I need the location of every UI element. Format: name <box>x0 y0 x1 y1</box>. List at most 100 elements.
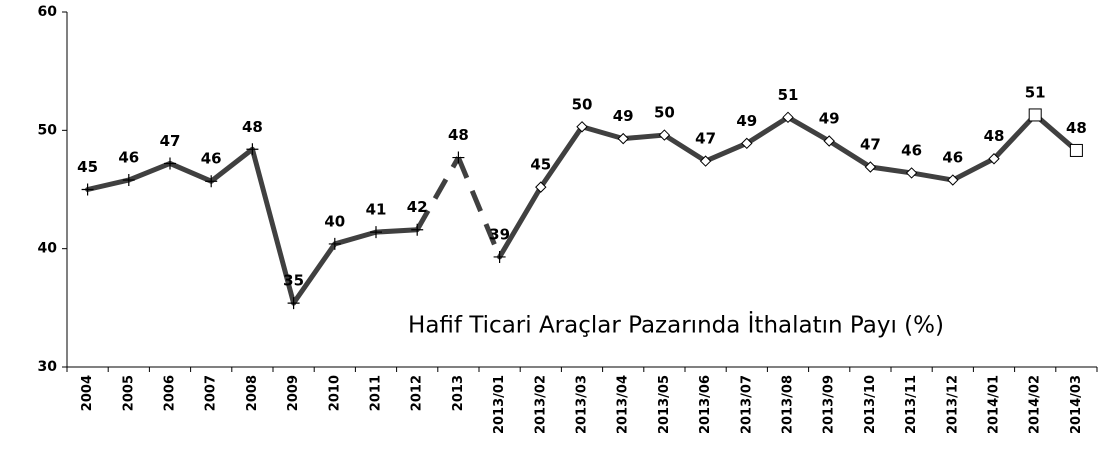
marker <box>905 167 918 179</box>
marker <box>205 175 218 188</box>
value-label: 46 <box>118 149 139 167</box>
value-label: 39 <box>489 225 510 243</box>
value-label: 49 <box>819 109 840 127</box>
marker <box>988 153 1000 165</box>
x-tick-label: 2013/11 <box>904 375 919 434</box>
value-label: 51 <box>1025 83 1046 101</box>
line-segment <box>950 156 997 183</box>
value-label: 46 <box>901 141 922 159</box>
x-tick-label: 2013/08 <box>781 375 796 434</box>
line-segment <box>332 229 379 247</box>
line-segment <box>373 227 420 235</box>
marker <box>617 132 629 145</box>
marker <box>122 174 135 187</box>
line-segment <box>661 132 709 164</box>
x-tick-label: 2011 <box>369 375 384 411</box>
marker <box>823 135 835 147</box>
value-label: 47 <box>695 130 716 148</box>
marker <box>658 129 671 141</box>
line-segment <box>909 170 956 183</box>
value-label: 48 <box>1066 119 1087 137</box>
line-segment <box>538 124 585 190</box>
line-segment <box>208 146 255 184</box>
marker <box>864 161 877 173</box>
x-tick-label: 2013/12 <box>945 375 960 434</box>
value-label: 46 <box>201 150 222 168</box>
marker <box>535 181 547 193</box>
line-segment <box>991 112 1038 162</box>
line-segment <box>867 164 915 176</box>
marker <box>699 155 712 167</box>
line-segment <box>249 146 297 306</box>
line-segment <box>703 140 750 164</box>
line-segment <box>291 241 338 306</box>
marker <box>411 223 424 236</box>
x-tick-label: 2013/02 <box>533 375 548 434</box>
line-segment <box>167 160 214 184</box>
line-segment <box>456 156 502 258</box>
y-tick-label: 30 <box>38 359 58 375</box>
marker <box>370 226 382 239</box>
value-label: 50 <box>654 104 675 122</box>
value-label: 42 <box>407 198 428 216</box>
line-segment <box>1032 112 1079 153</box>
x-tick-label: 2013/09 <box>822 375 837 434</box>
value-label: 50 <box>572 95 593 113</box>
x-tick-label: 2004 <box>80 375 95 411</box>
x-tick-label: 2007 <box>204 375 219 411</box>
x-tick-label: 2013 <box>451 375 466 411</box>
line-segment <box>785 114 832 144</box>
line-segment <box>579 124 626 142</box>
value-label: 47 <box>160 132 181 150</box>
value-label: 49 <box>613 107 634 125</box>
x-tick-label: 2013/04 <box>616 375 631 434</box>
marker <box>328 237 341 250</box>
x-tick-label: 2014/03 <box>1069 375 1084 434</box>
x-tick-label: 2013/07 <box>739 375 754 434</box>
y-tick-label: 50 <box>38 122 58 138</box>
line-segment <box>497 184 544 260</box>
y-tick-label: 60 <box>38 4 58 20</box>
x-tick-label: 2012 <box>410 375 425 411</box>
value-label: 48 <box>984 127 1005 145</box>
marker <box>741 137 753 150</box>
x-tick-label: 2013/10 <box>863 375 878 434</box>
line-segment <box>744 114 791 146</box>
line-segment <box>126 160 173 183</box>
x-tick-label: 2006 <box>163 375 178 411</box>
line-segment <box>826 138 873 170</box>
value-label: 45 <box>530 156 551 174</box>
chart-title: Hafif Ticari Araçlar Pazarında İthalatın… <box>408 311 944 339</box>
value-label: 51 <box>778 86 799 104</box>
value-label: 41 <box>366 201 387 219</box>
marker <box>164 157 176 170</box>
value-label: 48 <box>448 126 469 144</box>
y-tick-label: 40 <box>38 241 58 257</box>
value-label: 49 <box>736 112 757 130</box>
marker <box>782 111 794 124</box>
value-label: 35 <box>283 272 304 290</box>
x-tick-label: 2013/06 <box>698 375 713 434</box>
marker <box>576 121 588 133</box>
marker <box>1069 143 1083 157</box>
x-tick-label: 2014/02 <box>1028 375 1043 434</box>
x-tick-label: 2013/03 <box>575 375 590 434</box>
marker <box>81 183 94 196</box>
marker <box>452 151 465 164</box>
value-label: 47 <box>860 136 881 154</box>
value-label: 46 <box>942 149 963 167</box>
line-segment <box>85 177 132 192</box>
x-tick-label: 2010 <box>327 375 342 411</box>
line-segment <box>415 156 461 231</box>
x-tick-label: 2013/05 <box>657 375 672 434</box>
x-tick-label: 2008 <box>245 375 260 411</box>
value-label: 40 <box>324 212 345 230</box>
marker <box>287 297 300 310</box>
x-tick-label: 2014/01 <box>987 375 1002 434</box>
marker <box>947 174 959 186</box>
line-segment <box>620 132 667 142</box>
marker <box>1028 108 1042 122</box>
x-tick-label: 2005 <box>121 375 136 411</box>
marker <box>493 250 506 263</box>
